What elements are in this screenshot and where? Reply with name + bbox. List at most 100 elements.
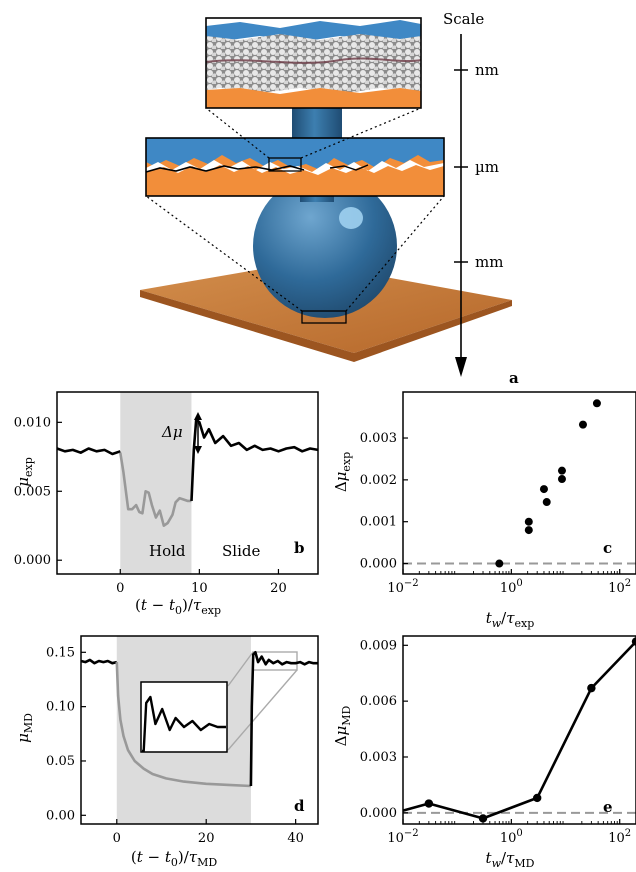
svg-text:(t − t0)/τexp: (t − t0)/τexp: [135, 596, 221, 617]
y-tick-label: 0.006: [360, 694, 397, 709]
data-point: [532, 793, 542, 803]
plot-frame-d: [80, 635, 319, 825]
x-axis-title: (t − t0)/τexp: [135, 596, 221, 617]
zoom-line: [345, 195, 445, 312]
zoom-line: [205, 107, 270, 159]
scale-tick-mm: mm: [475, 253, 503, 271]
scale-tick-um: µm: [475, 158, 499, 176]
x-tick-label: 102: [608, 578, 631, 596]
data-point: [424, 799, 434, 808]
y-tick-label: 0.05: [46, 754, 75, 769]
x-tick-label: 10−2: [387, 578, 418, 596]
y-tick-label: 0.001: [360, 515, 397, 530]
svg-text:μMD: μMD: [14, 713, 35, 743]
x-tick-label: 40: [287, 831, 304, 846]
data-point: [557, 475, 566, 484]
delta-mu-label: Δμ: [161, 423, 183, 441]
plot-frame-e: [402, 635, 636, 825]
series-line-pre-hold: [56, 447, 121, 456]
series-line: [402, 640, 636, 820]
x-tick-label: 10: [191, 581, 208, 596]
data-point: [495, 559, 504, 568]
substrate-plate-edge: [140, 290, 512, 362]
inset-connector: [227, 669, 298, 751]
x-axis-title: (t − t0)/τMD: [131, 848, 218, 869]
data-point: [587, 683, 596, 693]
sphere: [253, 174, 397, 318]
panel-c: c Δμexp tw/τexp: [332, 452, 612, 630]
x-tick-label: 100: [500, 578, 523, 596]
data-point: [478, 814, 488, 823]
x-tick-label: 100: [500, 828, 523, 846]
y-tick-label: 0.000: [14, 553, 51, 568]
panel-letter-a: a: [509, 369, 519, 387]
y-tick-label: 0.009: [360, 638, 397, 653]
x-tick-label: 102: [608, 828, 631, 846]
data-point: [578, 420, 587, 429]
series-line-slide: [190, 418, 319, 501]
plot-frame-b: [56, 391, 319, 575]
scale-title: Scale: [443, 10, 484, 28]
svg-text:(t − t0)/τMD: (t − t0)/τMD: [131, 848, 218, 868]
y-tick-label: 0.005: [14, 484, 51, 499]
contact-box: [301, 310, 347, 324]
data-point: [524, 526, 533, 535]
hold-shading: [120, 392, 192, 574]
inset-connector: [227, 651, 254, 687]
y-tick-label: 0.010: [14, 415, 51, 430]
y-axis-title: μMD: [14, 713, 35, 743]
scale-tick-nm: nm: [475, 61, 499, 79]
x-tick-label: 20: [198, 831, 215, 846]
y-axis-title: Δμexp: [332, 452, 353, 492]
delta-mu-arrowhead-down: [194, 446, 202, 454]
svg-text:tw/τMD: tw/τMD: [486, 849, 535, 868]
nano-inset: [205, 17, 422, 109]
panel-letter-d: d: [294, 797, 305, 815]
data-point: [631, 637, 636, 646]
plot-frame-c: [402, 391, 636, 575]
y-tick-label: 0.000: [360, 557, 397, 572]
y-axis-title: μexp: [14, 457, 35, 487]
data-point: [557, 466, 566, 475]
series-line-hold: [115, 662, 251, 788]
data-point: [539, 485, 548, 494]
y-tick-label: 0.003: [360, 431, 397, 446]
panel-letter-e: e: [603, 798, 613, 816]
panel-d: d μMD (t − t0)/τMD: [14, 636, 305, 869]
data-point: [592, 399, 601, 408]
data-point: [524, 517, 533, 526]
x-tick-label: 0: [116, 581, 124, 596]
x-tick-label: 20: [270, 581, 287, 596]
x-tick-label: 10−2: [387, 828, 418, 846]
inset-series-line: [142, 695, 226, 753]
x-axis-title: tw/τMD: [486, 849, 535, 870]
hold-label: Hold: [149, 542, 186, 560]
y-tick-label: 0.10: [46, 700, 75, 715]
series-line-hold: [119, 452, 192, 528]
svg-text:μexp: μexp: [14, 457, 35, 487]
series-line-slide: [249, 650, 318, 787]
micro-inset: [145, 137, 445, 197]
panel-b: Δμ Hold Slide b μexp (t − t0)/τexp: [14, 392, 305, 617]
inset-frame: [140, 681, 228, 753]
y-tick-label: 0.002: [360, 473, 397, 488]
svg-text:tw/τexp: tw/τexp: [486, 609, 535, 630]
schematic: Scale nm µm mm a: [140, 10, 519, 387]
zoom-line: [300, 107, 422, 159]
y-tick-label: 0.15: [46, 645, 75, 660]
series-line-pre-hold: [80, 658, 118, 665]
svg-text:ΔμMD: ΔμMD: [332, 705, 353, 746]
panel-letter-c: c: [603, 539, 612, 557]
y-axis-title: ΔμMD: [332, 705, 353, 746]
zoom-line: [145, 195, 303, 312]
y-tick-label: 0.000: [360, 806, 397, 821]
y-tick-label: 0.00: [46, 808, 75, 823]
panel-letter-b: b: [294, 539, 305, 557]
data-point: [542, 498, 551, 507]
x-axis-title: tw/τexp: [486, 609, 535, 630]
x-tick-label: 0: [113, 831, 121, 846]
scale-bar: Scale nm µm mm: [443, 10, 503, 377]
delta-mu-arrowhead-up: [194, 412, 202, 420]
y-tick-label: 0.003: [360, 750, 397, 765]
